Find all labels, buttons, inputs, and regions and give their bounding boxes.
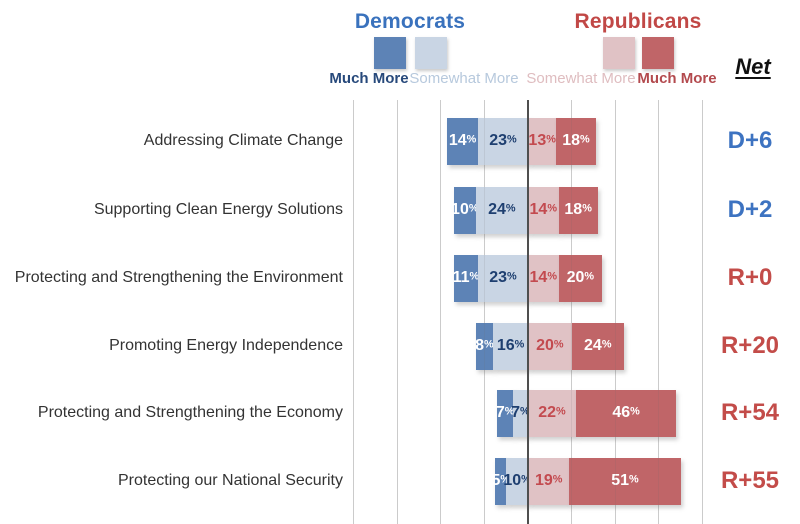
bar-segment-rep-much-more: 46%	[575, 389, 677, 437]
bar-value-label: 14%	[529, 201, 557, 218]
bar-segment-rep-somewhat-more: 20%	[528, 322, 572, 370]
gridline-overlay	[353, 100, 355, 524]
gridline-overlay	[701, 100, 703, 524]
democrats-much-more-swatch	[374, 37, 406, 69]
gridline	[658, 100, 660, 524]
bar-segment-dem-somewhat-more: 24%	[475, 186, 528, 234]
bar-value-label: 24%	[488, 201, 516, 218]
bar-value-label: 24%	[584, 337, 612, 354]
net-value: R+0	[727, 264, 773, 291]
gridline-overlay	[483, 100, 485, 524]
bar-segment-rep-somewhat-more: 19%	[528, 457, 570, 505]
bar-segment-dem-much-more: 7%	[495, 389, 515, 437]
net-value: R+20	[720, 332, 780, 359]
bar-value-label: 20%	[566, 269, 595, 286]
gridline	[483, 100, 485, 524]
category-label: Protecting and Strengthening the Environ…	[14, 269, 343, 286]
category-label: Protecting and Strengthening the Economy	[37, 404, 343, 421]
bar-segment-dem-somewhat-more: 23%	[477, 117, 528, 165]
gridline	[701, 100, 703, 524]
bar-segment-dem-somewhat-more: 23%	[477, 254, 528, 302]
bar-segment-dem-somewhat-more: 10%	[503, 457, 531, 505]
gridline-overlay	[571, 100, 573, 524]
net-value: R+55	[720, 467, 780, 494]
bar-value-label: 51%	[611, 472, 639, 489]
democrats-much-more-label: Much More	[329, 70, 409, 87]
bar-segment-dem-much-more: 14%	[447, 117, 478, 165]
gridline-overlay	[614, 100, 616, 524]
net-value: D+6	[727, 127, 773, 154]
bar-value-label: 18%	[564, 201, 592, 218]
democrats-legend-title: Democrats	[354, 10, 466, 33]
bar-segment-rep-much-more: 18%	[556, 117, 596, 165]
bar-segment-rep-much-more: 24%	[571, 322, 624, 370]
bar-segment-dem-much-more: 5%	[491, 457, 510, 505]
democrats-somewhat-more-swatch	[415, 37, 447, 69]
bar-value-label: 14%	[448, 132, 477, 149]
bar-value-label: 46%	[612, 404, 640, 421]
bar-segment-rep-somewhat-more: 14%	[528, 254, 559, 302]
gridline-overlay	[658, 100, 660, 524]
gridline	[571, 100, 573, 524]
bar-value-label: 8%	[475, 337, 494, 354]
gridline-overlay	[396, 100, 398, 524]
democrats-somewhat-more-label: Somewhat More	[409, 70, 519, 87]
bar-value-label: 7%	[495, 404, 515, 421]
bar-segment-dem-much-more: 11%	[452, 254, 480, 302]
republicans-much-more-swatch	[642, 37, 674, 69]
zero-axis-line	[527, 100, 529, 524]
bar-segment-rep-much-more: 18%	[558, 186, 598, 234]
category-label: Addressing Climate Change	[143, 132, 343, 149]
gridline	[396, 100, 398, 524]
bar-value-label: 13%	[528, 132, 556, 149]
bar-value-label: 11%	[452, 269, 480, 286]
gridline-overlay	[440, 100, 442, 524]
bar-value-label: 14%	[529, 269, 557, 286]
bar-value-label: 7%	[511, 404, 530, 421]
gridline	[614, 100, 616, 524]
bar-value-label: 16%	[496, 337, 525, 354]
bar-value-label: 22%	[538, 404, 566, 421]
bar-value-label: 20%	[536, 337, 564, 354]
republicans-legend-title: Republicans	[574, 10, 702, 33]
bar-value-label: 10%	[451, 201, 479, 218]
category-label: Protecting our National Security	[118, 472, 343, 489]
bar-segment-dem-much-more: 8%	[475, 322, 494, 370]
bar-value-label: 23%	[489, 269, 517, 286]
republicans-somewhat-more-label: Somewhat More	[526, 70, 636, 87]
gridline	[440, 100, 442, 524]
net-value: D+2	[727, 196, 773, 223]
bar-segment-rep-much-more: 51%	[569, 457, 681, 505]
bar-value-label: 23%	[489, 132, 517, 149]
bar-segment-dem-somewhat-more: 16%	[493, 322, 528, 370]
bar-value-label: 19%	[534, 472, 563, 489]
net-column-header: Net	[735, 54, 771, 79]
category-label: Supporting Clean Energy Solutions	[93, 201, 343, 218]
category-label: Promoting Energy Independence	[109, 337, 343, 354]
bar-value-label: 18%	[562, 132, 590, 149]
bar-segment-dem-somewhat-more: 7%	[511, 389, 530, 437]
bar-segment-rep-somewhat-more: 22%	[528, 389, 576, 437]
net-value: R+54	[720, 399, 780, 426]
bar-segment-rep-somewhat-more: 13%	[528, 117, 557, 165]
republicans-somewhat-more-swatch	[603, 37, 635, 69]
bar-segment-rep-somewhat-more: 14%	[528, 186, 559, 234]
republicans-much-more-label: Much More	[637, 70, 717, 87]
bar-value-label: 5%	[491, 472, 511, 489]
bar-segment-rep-much-more: 20%	[558, 254, 603, 302]
bar-value-label: 10%	[503, 472, 531, 489]
bar-segment-dem-much-more: 10%	[451, 186, 479, 234]
gridline	[353, 100, 355, 524]
